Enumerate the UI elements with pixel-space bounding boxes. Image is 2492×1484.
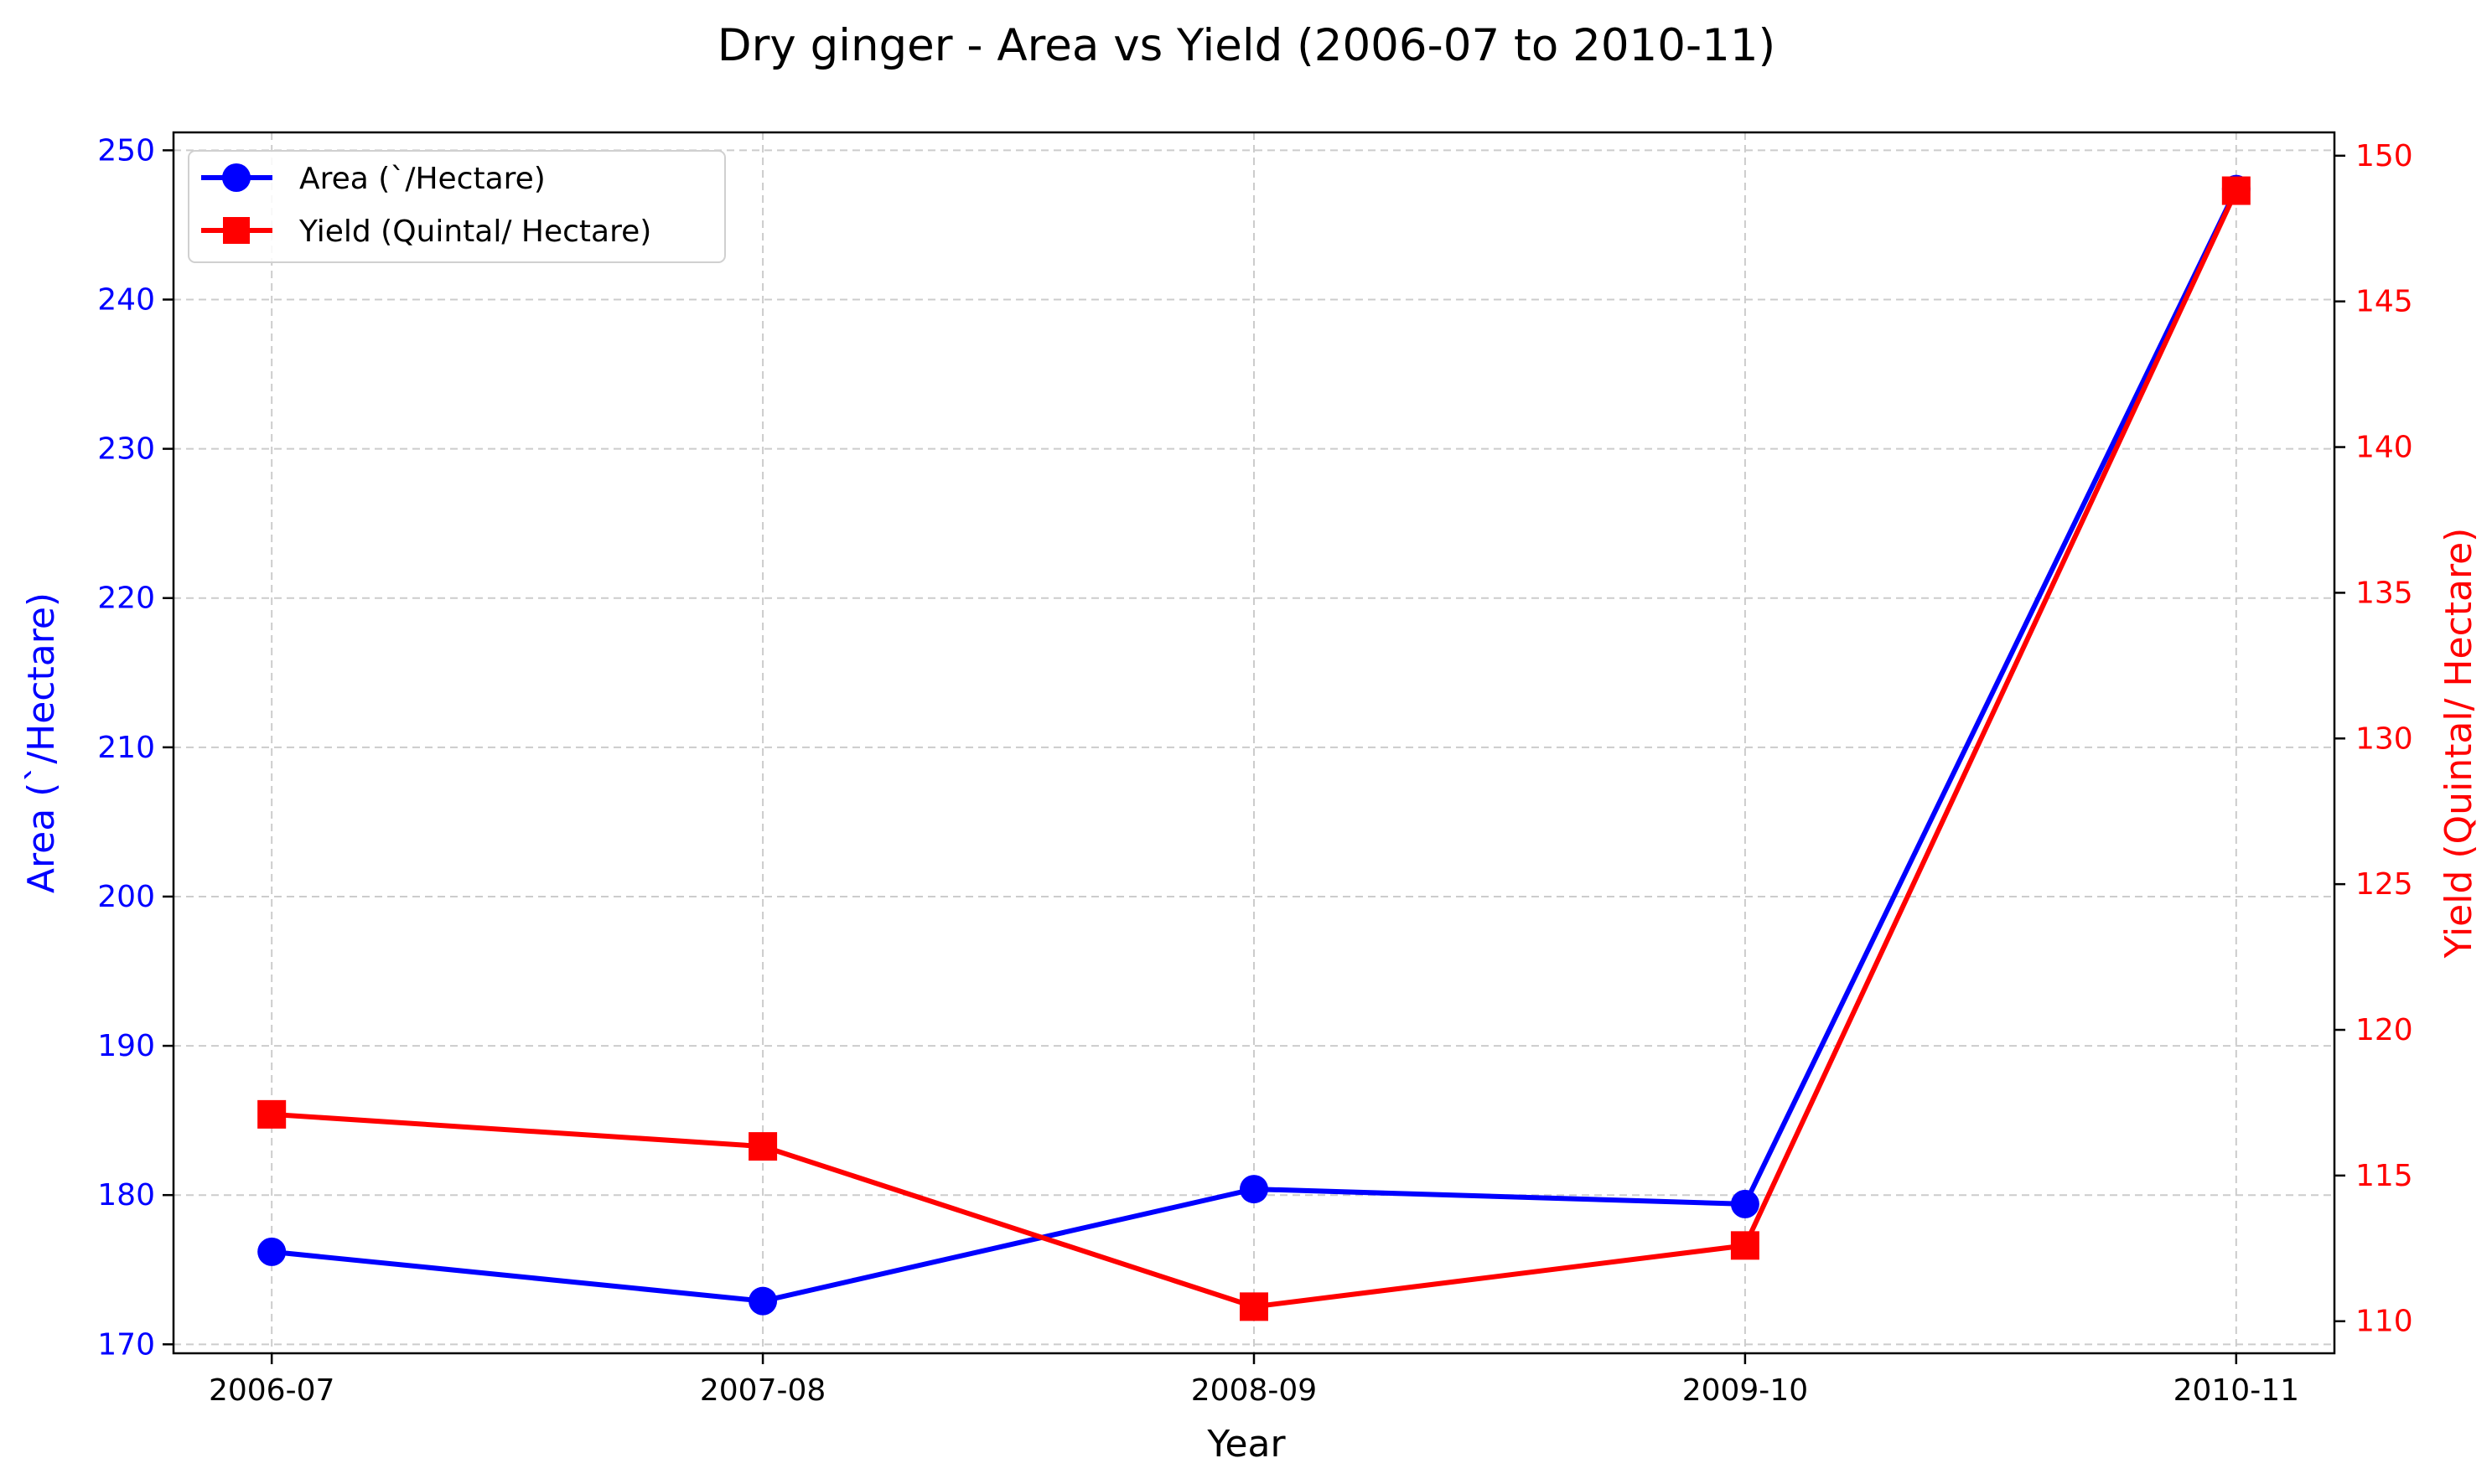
right-y-tick-label: 150 — [2355, 139, 2413, 173]
right-y-tick-label: 135 — [2355, 576, 2413, 610]
legend-area-label: Area (`/Hectare) — [299, 162, 546, 196]
left-y-tick-label: 240 — [97, 282, 155, 317]
x-tick-label: 2007-08 — [700, 1373, 826, 1408]
series-layer — [257, 174, 2251, 1321]
legend: Area (`/Hectare) Yield (Quintal/ Hectare… — [188, 150, 726, 263]
left-y-tick-label: 170 — [97, 1327, 155, 1362]
series-area-point — [1730, 1189, 1759, 1218]
right-y-tick-label: 145 — [2355, 285, 2413, 319]
left-y-tick-label: 250 — [97, 133, 155, 168]
right-y-tick-label: 115 — [2355, 1159, 2413, 1193]
series-area-point — [1240, 1175, 1268, 1204]
right-y-tick-label: 130 — [2355, 721, 2413, 756]
x-axis-label: Year — [1206, 1423, 1286, 1466]
left-y-tick-label: 230 — [97, 432, 155, 467]
x-tick-label: 2006-07 — [209, 1373, 334, 1408]
series-yield-point — [1240, 1292, 1268, 1321]
chart-title: Dry ginger - Area vs Yield (2006-07 to 2… — [718, 20, 1775, 71]
left-y-tick-label: 180 — [97, 1178, 155, 1213]
series-area-point — [257, 1237, 287, 1266]
right-y-tick-label: 140 — [2355, 431, 2413, 465]
x-tick-label: 2009-10 — [1682, 1373, 1808, 1408]
legend-box — [188, 150, 726, 263]
series-yield-point — [749, 1132, 778, 1161]
tick-layer: 2006-07 2007-08 2008-09 2009-10 2010-11 170 18… — [97, 133, 2412, 1408]
legend-area-marker — [222, 163, 251, 192]
right-y-tick-label: 110 — [2355, 1305, 2413, 1339]
series-yield-point — [257, 1099, 287, 1129]
left-y-axis-label: Area (`/Hectare) — [20, 592, 63, 893]
legend-yield-label: Yield (Quintal/ Hectare) — [298, 215, 651, 249]
series-area-point — [749, 1286, 778, 1316]
grid-layer — [174, 132, 2334, 1353]
x-tick-label: 2010-11 — [2173, 1373, 2299, 1408]
left-y-tick-label: 200 — [97, 880, 155, 914]
right-y-tick-label: 120 — [2355, 1013, 2413, 1047]
left-y-tick-label: 210 — [97, 731, 155, 765]
left-y-tick-label: 220 — [97, 582, 155, 616]
legend-yield-marker — [223, 217, 250, 244]
x-tick-label: 2008-09 — [1191, 1373, 1317, 1408]
right-y-axis-label: Yield (Quintal/ Hectare) — [2438, 528, 2480, 959]
series-yield-point — [1730, 1231, 1759, 1260]
right-y-tick-label: 125 — [2355, 867, 2413, 902]
left-y-tick-label: 190 — [97, 1029, 155, 1063]
series-yield-point — [2221, 176, 2251, 205]
